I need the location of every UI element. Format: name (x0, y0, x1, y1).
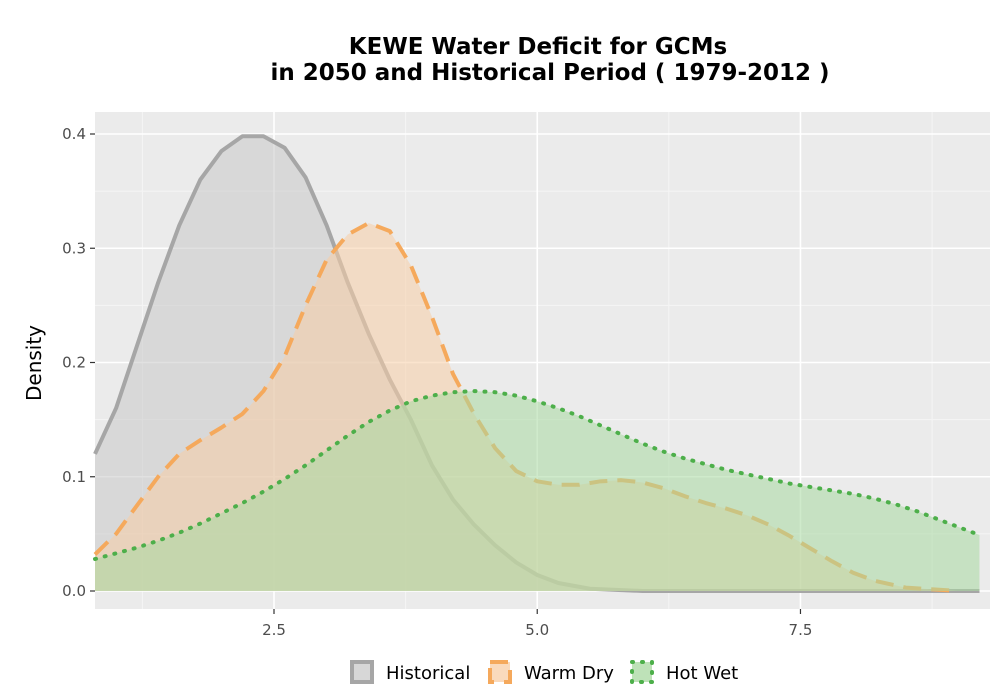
legend-key-hot-wet (630, 660, 654, 684)
y-tick-label: 0.4 (62, 125, 86, 143)
y-tick-label: 0.0 (62, 582, 86, 600)
y-tick-label: 0.3 (62, 239, 86, 257)
legend-label-historical: Historical (386, 663, 470, 684)
legend-label-hot-wet: Hot Wet (666, 663, 738, 684)
legend-item-warm-dry: Warm Dry (488, 660, 614, 684)
chart-title-line-1: KEWE Water Deficit for GCMs (349, 34, 727, 60)
density-line-hot-wet (93, 389, 982, 562)
legend: Historical Warm Dry Hot Wet (350, 660, 738, 684)
density-area-hot-wet (95, 391, 980, 591)
y-axis-title: Density (22, 325, 46, 401)
x-tick-label: 7.5 (789, 621, 813, 639)
legend-item-hot-wet: Hot Wet (630, 660, 738, 684)
legend-key-historical (350, 660, 374, 684)
x-tick-label: 5.0 (525, 621, 549, 639)
y-tick-label: 0.2 (62, 354, 86, 372)
density-series (93, 134, 982, 593)
legend-item-historical: Historical (350, 660, 470, 684)
x-tick-label: 2.5 (262, 621, 286, 639)
y-tick-label: 0.1 (62, 468, 86, 486)
legend-label-warm-dry: Warm Dry (524, 663, 614, 684)
chart-title-line-2: in 2050 and Historical Period ( 1979-201… (270, 60, 829, 86)
legend-key-warm-dry (488, 660, 512, 684)
axes: 2.5 5.0 7.5 0.0 0.1 0.2 0.3 0.4 (62, 125, 812, 639)
